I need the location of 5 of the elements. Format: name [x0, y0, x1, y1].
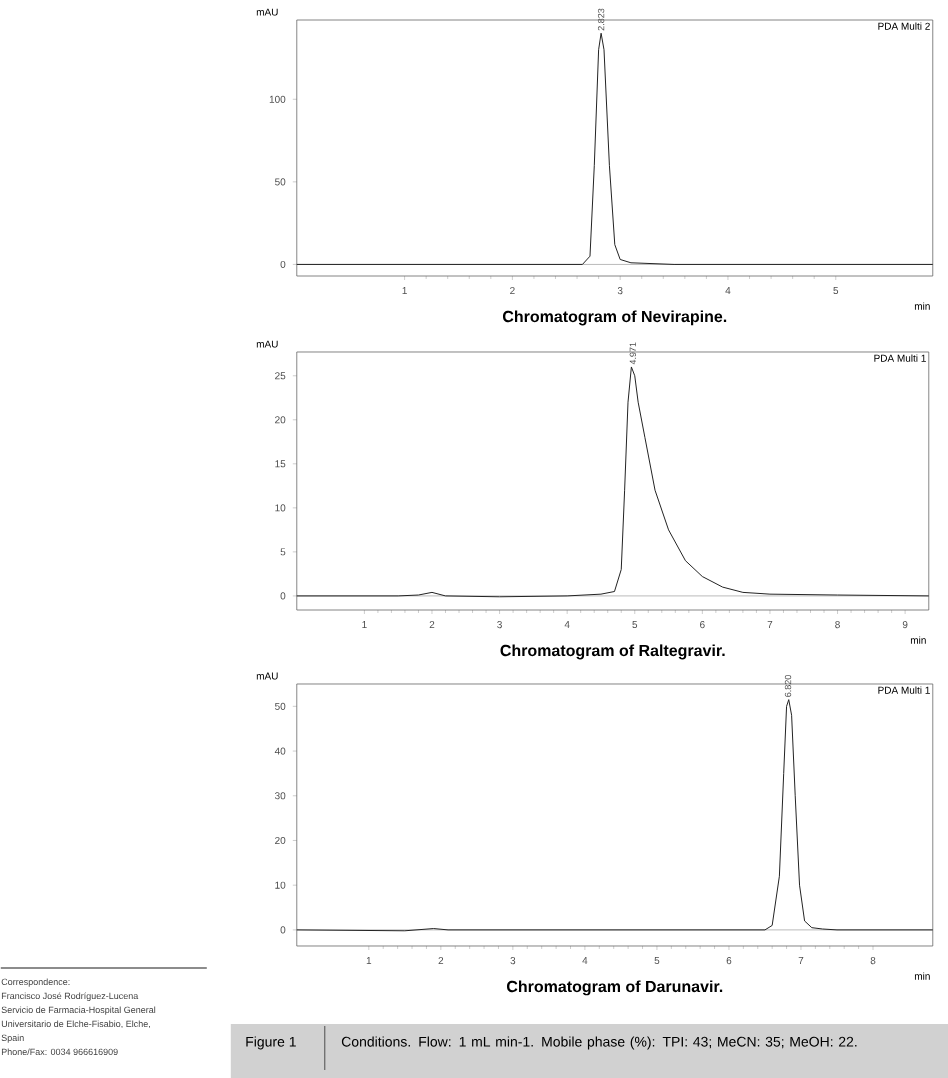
- text: Chromatogram of Darunavir.: [506, 980, 722, 996]
- line-series: [295, 699, 933, 932]
- text: Chromatogram of Raltegravir.: [500, 644, 725, 660]
- text: Chromatogram of Nevirapine.: [502, 310, 726, 326]
- line-series: [295, 366, 929, 598]
